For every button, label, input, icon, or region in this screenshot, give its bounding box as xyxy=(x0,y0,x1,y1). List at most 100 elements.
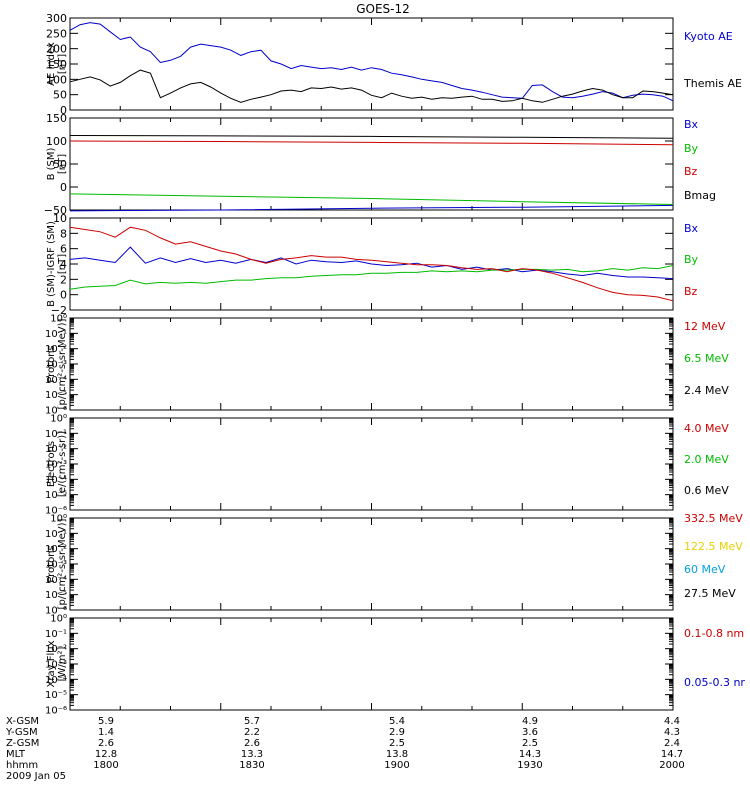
legend-entry: Bz xyxy=(684,165,698,178)
panel-frame xyxy=(69,617,674,711)
panel-7: 10⁻⁶ 10⁻⁵ 10⁻⁴ 10⁻³ 10⁻² 10⁻¹ 10⁰ Xray Flux [W/m… xyxy=(45,614,745,717)
legend-entry: By xyxy=(684,253,699,266)
y-tick-label: 10⁻⁶ xyxy=(45,506,67,517)
legend-entry: 0.6 MeV xyxy=(684,484,729,497)
ephemeris-value: 2.6 xyxy=(244,738,260,749)
y-tick-label: 10⁻⁴ xyxy=(45,475,67,486)
y-tick-label: 10⁻² xyxy=(45,544,67,555)
y-tick-label: 10⁰ xyxy=(50,414,67,425)
legend-entry: 4.0 MeV xyxy=(684,422,729,435)
series-line xyxy=(69,135,674,139)
ephemeris-value: 2.5 xyxy=(389,738,405,749)
y-tick-label: −50 xyxy=(44,204,67,217)
y-tick-label: 8 xyxy=(60,227,67,240)
panel-frame xyxy=(69,517,674,611)
series-line xyxy=(69,226,674,302)
legend-entry: Bx xyxy=(684,222,699,235)
y-axis-unit: [p/(cm²-s-sr-MeV)] xyxy=(57,518,68,609)
y-tick-label: 100 xyxy=(46,73,67,86)
date-label: 2009 Jan 05 xyxy=(6,771,66,782)
ephemeris-label: hhmm xyxy=(6,760,38,771)
y-tick-label: 10⁻² xyxy=(45,644,67,655)
ephemeris-value: 12.8 xyxy=(95,749,117,760)
y-tick-label: 10⁻⁵ xyxy=(45,490,67,501)
y-tick-label: 150 xyxy=(46,58,67,71)
ephemeris-value: 14.3 xyxy=(519,749,541,760)
series-line xyxy=(69,265,674,290)
y-tick-label: 6 xyxy=(60,243,67,256)
y-axis-label: Protons xyxy=(46,545,57,582)
y-tick-label: 0 xyxy=(60,289,67,302)
y-tick-label: 4 xyxy=(60,258,67,271)
y-tick-label: 10⁻¹ xyxy=(45,529,67,540)
panel-frame xyxy=(69,117,674,211)
legend-entry: Bx xyxy=(684,118,699,131)
y-tick-label: 10⁰ xyxy=(50,314,67,325)
y-tick-label: 10⁻¹ xyxy=(45,329,67,340)
ephemeris-value: 2.9 xyxy=(389,727,405,738)
legend-entry: Bz xyxy=(684,285,698,298)
ephemeris-value: 1.4 xyxy=(98,727,114,738)
y-tick-label: 200 xyxy=(46,43,67,56)
y-axis-label: B (SM) xyxy=(46,147,57,180)
ephemeris-value: 2.4 xyxy=(664,738,680,749)
series-line xyxy=(69,193,674,205)
ephemeris-value: 5.9 xyxy=(98,716,114,727)
series-line xyxy=(69,140,674,146)
legend-entry: By xyxy=(684,142,699,155)
y-tick-label: 10⁻² xyxy=(45,344,67,355)
y-axis-label: B (SM)-IGRF (SM) xyxy=(46,221,57,307)
ephemeris-value: 1930 xyxy=(517,760,542,771)
legend-entry: 0.1-0.8 nm xyxy=(684,627,744,640)
ephemeris-value: 2.2 xyxy=(244,727,260,738)
ephemeris-value: 2.5 xyxy=(522,738,538,749)
y-tick-label: 10⁻⁵ xyxy=(45,590,67,601)
y-tick-label: 10⁻⁶ xyxy=(45,406,67,417)
panel-2: −50 0 50 100 150 B (SM) [nT] Bx By Bz Bmag xyxy=(44,112,716,217)
y-tick-label: 10⁻¹ xyxy=(45,629,67,640)
ephemeris-label: X-GSM xyxy=(6,716,39,727)
legend-entry: 332.5 MeV xyxy=(684,512,743,525)
legend-entry: 122.5 MeV xyxy=(684,540,743,553)
y-axis-unit: [W/m²] xyxy=(57,646,68,681)
ephemeris-value: 13.3 xyxy=(241,749,263,760)
ephemeris-value: 13.8 xyxy=(386,749,408,760)
legend-entry: Themis AE xyxy=(683,77,742,90)
y-tick-label: 10⁰ xyxy=(50,514,67,525)
y-tick-label: 10⁻¹ xyxy=(45,429,67,440)
ephemeris-value: 5.4 xyxy=(389,716,405,727)
ephemeris-value: 1900 xyxy=(384,760,409,771)
legend-entry: 0.05-0.3 nr xyxy=(684,676,745,689)
ephemeris-value: 4.3 xyxy=(664,727,680,738)
ephemeris-value: 4.4 xyxy=(664,716,680,727)
panel-4: 10⁻⁶ 10⁻⁵ 10⁻⁴ 10⁻³ 10⁻² 10⁻¹ 10⁰ Protons [p/(cm… xyxy=(45,314,729,417)
y-axis-label: Xray Flux xyxy=(46,640,57,687)
legend-entry: 2.0 MeV xyxy=(684,453,729,466)
ephemeris-value: 1800 xyxy=(93,760,118,771)
y-tick-label: 10⁻⁶ xyxy=(45,706,67,717)
panel-5: 10⁻⁶ 10⁻⁵ 10⁻⁴ 10⁻³ 10⁻² 10⁻¹ 10⁰ Electrons [e/(… xyxy=(45,414,729,517)
series-line xyxy=(69,69,674,103)
y-axis-label: Protons xyxy=(46,345,57,382)
ephemeris-value: 14.7 xyxy=(661,749,683,760)
y-tick-label: 2 xyxy=(60,273,67,286)
y-tick-label: 10⁻⁵ xyxy=(45,390,67,401)
y-tick-label: 10 xyxy=(53,212,67,225)
series-line xyxy=(69,204,674,212)
legend-entry: Kyoto AE xyxy=(684,30,733,43)
panel-6: 10⁻⁶ 10⁻⁵ 10⁻⁴ 10⁻³ 10⁻² 10⁻¹ 10⁰ Protons [p/(cm… xyxy=(45,512,743,617)
y-tick-label: 10⁻² xyxy=(45,444,67,455)
panel-frame xyxy=(69,317,674,411)
y-axis-unit: [nT] xyxy=(57,254,68,274)
y-tick-label: 0 xyxy=(60,181,67,194)
y-tick-label: 10⁻⁴ xyxy=(45,375,67,386)
ephemeris-label: Z-GSM xyxy=(6,738,39,749)
y-tick-label: 10⁻⁶ xyxy=(45,606,67,617)
y-tick-label: 10⁻³ xyxy=(45,660,67,671)
y-tick-label: 10⁻⁴ xyxy=(45,675,67,686)
legend-entry: 60 MeV xyxy=(684,563,726,576)
series-line xyxy=(69,22,674,102)
y-tick-label: 10⁻³ xyxy=(45,360,67,371)
ephemeris-value: 2.6 xyxy=(98,738,114,749)
y-tick-label: 300 xyxy=(46,12,67,25)
